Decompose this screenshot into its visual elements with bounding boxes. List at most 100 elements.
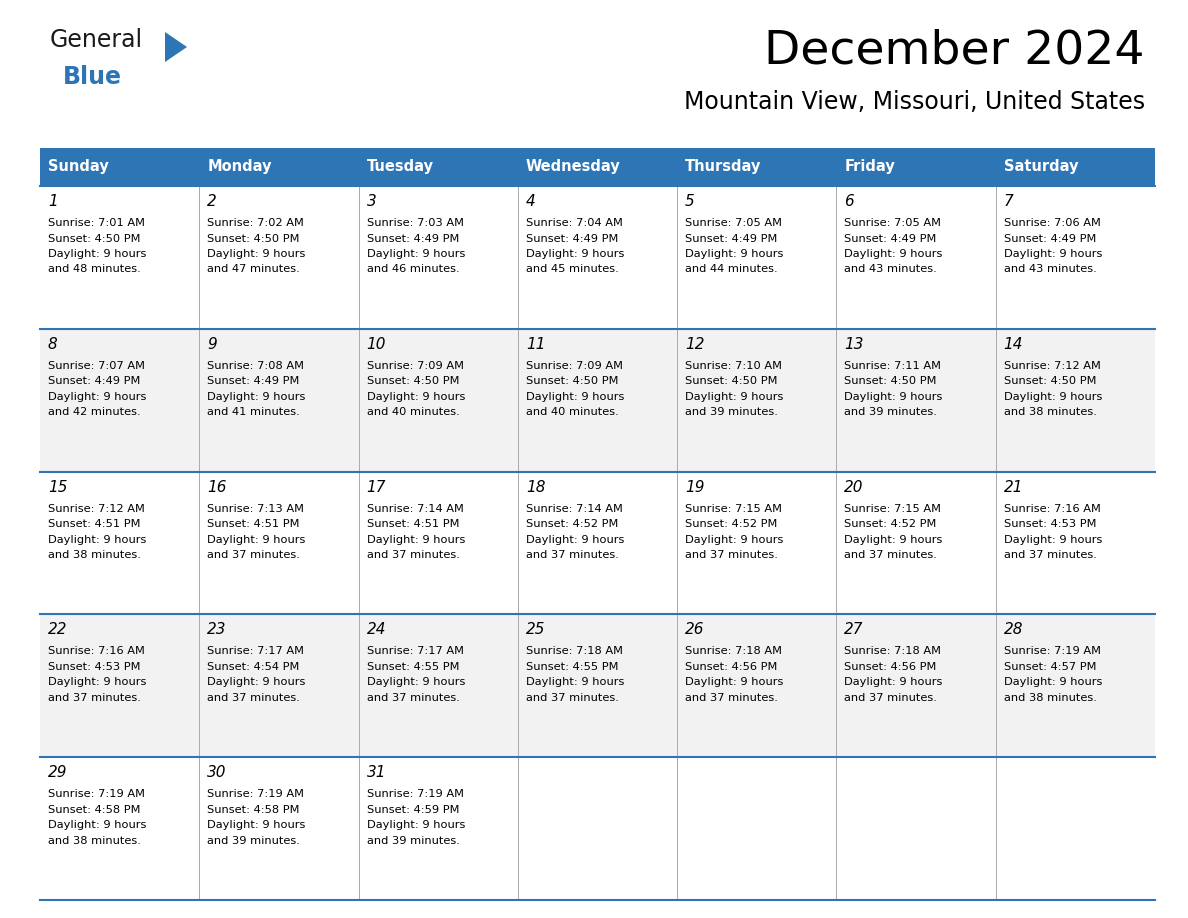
Text: Sunrise: 7:03 AM: Sunrise: 7:03 AM — [367, 218, 463, 228]
Text: and 38 minutes.: and 38 minutes. — [1004, 408, 1097, 418]
Text: and 37 minutes.: and 37 minutes. — [367, 693, 460, 703]
Bar — [996, 614, 1155, 757]
Text: Sunrise: 7:14 AM: Sunrise: 7:14 AM — [367, 504, 463, 513]
Bar — [359, 614, 518, 757]
Text: 31: 31 — [367, 766, 386, 780]
Text: and 39 minutes.: and 39 minutes. — [367, 835, 460, 845]
Text: Sunset: 4:49 PM: Sunset: 4:49 PM — [48, 376, 140, 386]
Text: Daylight: 9 hours: Daylight: 9 hours — [526, 392, 624, 402]
Text: Sunrise: 7:12 AM: Sunrise: 7:12 AM — [1004, 361, 1100, 371]
Text: Sunset: 4:56 PM: Sunset: 4:56 PM — [685, 662, 777, 672]
Text: Sunset: 4:49 PM: Sunset: 4:49 PM — [685, 233, 777, 243]
Text: Daylight: 9 hours: Daylight: 9 hours — [1004, 677, 1102, 688]
Text: Sunset: 4:50 PM: Sunset: 4:50 PM — [48, 233, 140, 243]
Text: 9: 9 — [207, 337, 217, 352]
Text: and 37 minutes.: and 37 minutes. — [526, 550, 619, 560]
Text: Sunday: Sunday — [48, 160, 109, 174]
Text: December 2024: December 2024 — [765, 28, 1145, 73]
Text: Daylight: 9 hours: Daylight: 9 hours — [367, 820, 465, 830]
Text: Sunset: 4:49 PM: Sunset: 4:49 PM — [207, 376, 299, 386]
Bar — [40, 614, 200, 757]
Text: Daylight: 9 hours: Daylight: 9 hours — [685, 392, 784, 402]
Text: Daylight: 9 hours: Daylight: 9 hours — [48, 534, 146, 544]
Text: Daylight: 9 hours: Daylight: 9 hours — [526, 249, 624, 259]
Text: Sunset: 4:55 PM: Sunset: 4:55 PM — [367, 662, 459, 672]
Text: and 37 minutes.: and 37 minutes. — [685, 550, 778, 560]
Text: Sunrise: 7:06 AM: Sunrise: 7:06 AM — [1004, 218, 1100, 228]
Text: Daylight: 9 hours: Daylight: 9 hours — [685, 249, 784, 259]
Text: Daylight: 9 hours: Daylight: 9 hours — [845, 534, 943, 544]
Text: 15: 15 — [48, 479, 68, 495]
Bar — [359, 472, 518, 614]
Bar — [200, 614, 359, 757]
Bar — [40, 757, 200, 900]
Bar — [677, 472, 836, 614]
Text: 16: 16 — [207, 479, 227, 495]
Polygon shape — [165, 32, 187, 62]
Bar — [518, 186, 677, 329]
Text: Daylight: 9 hours: Daylight: 9 hours — [1004, 534, 1102, 544]
Text: Sunrise: 7:19 AM: Sunrise: 7:19 AM — [207, 789, 304, 800]
Text: Sunrise: 7:18 AM: Sunrise: 7:18 AM — [526, 646, 623, 656]
Text: Sunset: 4:58 PM: Sunset: 4:58 PM — [48, 805, 140, 814]
Text: Daylight: 9 hours: Daylight: 9 hours — [207, 534, 305, 544]
Text: 19: 19 — [685, 479, 704, 495]
Text: Sunrise: 7:19 AM: Sunrise: 7:19 AM — [48, 789, 145, 800]
Text: Daylight: 9 hours: Daylight: 9 hours — [685, 534, 784, 544]
Text: and 37 minutes.: and 37 minutes. — [48, 693, 141, 703]
Text: 18: 18 — [526, 479, 545, 495]
Bar — [836, 148, 996, 186]
Text: Sunrise: 7:18 AM: Sunrise: 7:18 AM — [685, 646, 782, 656]
Text: Sunrise: 7:05 AM: Sunrise: 7:05 AM — [845, 218, 941, 228]
Bar — [836, 614, 996, 757]
Text: and 39 minutes.: and 39 minutes. — [207, 835, 301, 845]
Text: Sunset: 4:52 PM: Sunset: 4:52 PM — [845, 519, 937, 529]
Text: Daylight: 9 hours: Daylight: 9 hours — [1004, 249, 1102, 259]
Text: and 38 minutes.: and 38 minutes. — [1004, 693, 1097, 703]
Bar — [200, 186, 359, 329]
Text: Sunset: 4:58 PM: Sunset: 4:58 PM — [207, 805, 299, 814]
Bar — [40, 472, 200, 614]
Bar — [200, 472, 359, 614]
Text: Sunset: 4:53 PM: Sunset: 4:53 PM — [1004, 519, 1097, 529]
Text: Sunset: 4:54 PM: Sunset: 4:54 PM — [207, 662, 299, 672]
Text: 25: 25 — [526, 622, 545, 637]
Text: 5: 5 — [685, 194, 695, 209]
Text: 28: 28 — [1004, 622, 1023, 637]
Bar — [677, 329, 836, 472]
Text: 6: 6 — [845, 194, 854, 209]
Bar — [200, 148, 359, 186]
Text: Sunrise: 7:02 AM: Sunrise: 7:02 AM — [207, 218, 304, 228]
Text: Daylight: 9 hours: Daylight: 9 hours — [367, 534, 465, 544]
Text: Sunrise: 7:19 AM: Sunrise: 7:19 AM — [367, 789, 463, 800]
Text: Sunrise: 7:17 AM: Sunrise: 7:17 AM — [367, 646, 463, 656]
Text: Sunset: 4:50 PM: Sunset: 4:50 PM — [845, 376, 937, 386]
Bar — [40, 148, 200, 186]
Text: 11: 11 — [526, 337, 545, 352]
Bar — [518, 148, 677, 186]
Bar — [996, 186, 1155, 329]
Bar — [677, 148, 836, 186]
Bar — [359, 757, 518, 900]
Text: Sunset: 4:53 PM: Sunset: 4:53 PM — [48, 662, 140, 672]
Bar — [518, 757, 677, 900]
Bar — [996, 472, 1155, 614]
Text: Sunset: 4:51 PM: Sunset: 4:51 PM — [367, 519, 459, 529]
Bar — [359, 329, 518, 472]
Text: Daylight: 9 hours: Daylight: 9 hours — [367, 392, 465, 402]
Text: Sunset: 4:50 PM: Sunset: 4:50 PM — [207, 233, 299, 243]
Text: and 37 minutes.: and 37 minutes. — [685, 693, 778, 703]
Text: Sunset: 4:51 PM: Sunset: 4:51 PM — [207, 519, 299, 529]
Text: Sunrise: 7:17 AM: Sunrise: 7:17 AM — [207, 646, 304, 656]
Text: and 37 minutes.: and 37 minutes. — [207, 550, 301, 560]
Text: Wednesday: Wednesday — [526, 160, 620, 174]
Text: 22: 22 — [48, 622, 68, 637]
Text: and 40 minutes.: and 40 minutes. — [526, 408, 619, 418]
Text: Sunrise: 7:09 AM: Sunrise: 7:09 AM — [367, 361, 463, 371]
Bar — [836, 472, 996, 614]
Text: Daylight: 9 hours: Daylight: 9 hours — [845, 677, 943, 688]
Text: Sunrise: 7:19 AM: Sunrise: 7:19 AM — [1004, 646, 1101, 656]
Text: Daylight: 9 hours: Daylight: 9 hours — [685, 677, 784, 688]
Bar — [40, 186, 200, 329]
Text: Daylight: 9 hours: Daylight: 9 hours — [845, 392, 943, 402]
